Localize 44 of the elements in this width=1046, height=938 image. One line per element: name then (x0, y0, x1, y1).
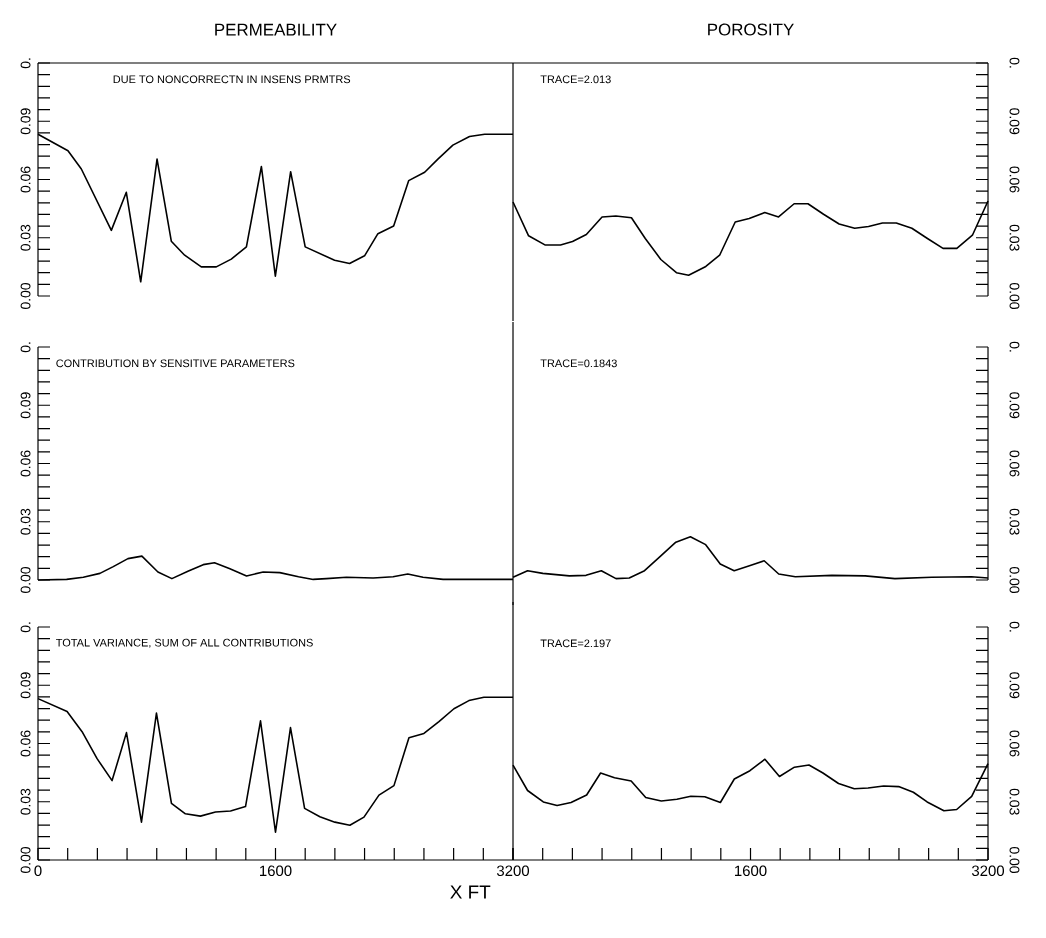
y-tick-label: 0.03 (20, 508, 31, 535)
y-tick-label: 0.09 (20, 672, 31, 699)
y-tick-label: 0.03 (20, 224, 31, 251)
annotation: TRACE=0.1843 (540, 359, 617, 368)
y-tick-label: 0.03 (1009, 224, 1020, 251)
y-tick-label: 0. (20, 342, 31, 353)
y-tick-label: 0.09 (1009, 392, 1020, 419)
x-tick-label: 3200 (496, 865, 530, 877)
chart-title: PERMEABILITY (215, 23, 337, 36)
x-axis-title: X FT (450, 885, 491, 899)
chart-title: POROSITY (708, 23, 794, 36)
x-tick-label: 3200 (971, 865, 1005, 877)
y-tick-label: 0.03 (1009, 788, 1020, 815)
y-tick-label: 0.06 (20, 730, 31, 757)
y-tick-label: 0.06 (1009, 166, 1020, 193)
y-tick-label: 0.00 (20, 846, 31, 874)
y-tick-label: 0.03 (1009, 508, 1020, 535)
y-tick-label: 0.06 (20, 166, 31, 193)
y-tick-label: 0.00 (1009, 282, 1020, 310)
x-tick-label: 1600 (260, 865, 292, 877)
y-tick-label: 0.09 (1009, 672, 1020, 699)
y-tick-label: 0.00 (20, 282, 31, 310)
y-tick-label: 0.06 (20, 450, 31, 477)
y-tick-label: 0.09 (20, 392, 31, 419)
annotation: TRACE=2.013 (540, 75, 611, 84)
y-tick-label: 0.00 (20, 566, 31, 594)
y-tick-label: 0. (1009, 341, 1020, 352)
x-tick-label: 0 (34, 865, 42, 877)
y-tick-label: 0.06 (1009, 450, 1020, 477)
annotation: TRACE=2.197 (540, 639, 611, 648)
y-tick-label: 0.00 (1009, 566, 1020, 594)
y-tick-label: 0.06 (1009, 730, 1020, 757)
y-tick-label: 0.03 (20, 788, 31, 815)
annotation: CONTRIBUTION BY SENSITIVE PARAMETERS (56, 359, 295, 368)
y-tick-label: 0. (20, 58, 31, 69)
annotation: DUE TO NONCORRECTN IN INSENS PRMTRS (113, 75, 351, 84)
y-tick-label: 0.09 (1009, 108, 1020, 135)
y-tick-label: 0.00 (1009, 846, 1020, 874)
annotation: TOTAL VARIANCE, SUM OF ALL CONTRIBUTIONS (56, 638, 313, 648)
x-tick-label: 1600 (735, 865, 767, 877)
y-tick-label: 0.09 (20, 108, 31, 135)
y-tick-label: 0. (1009, 621, 1020, 632)
y-tick-label: 0. (1009, 57, 1020, 68)
y-tick-label: 0. (20, 622, 31, 633)
